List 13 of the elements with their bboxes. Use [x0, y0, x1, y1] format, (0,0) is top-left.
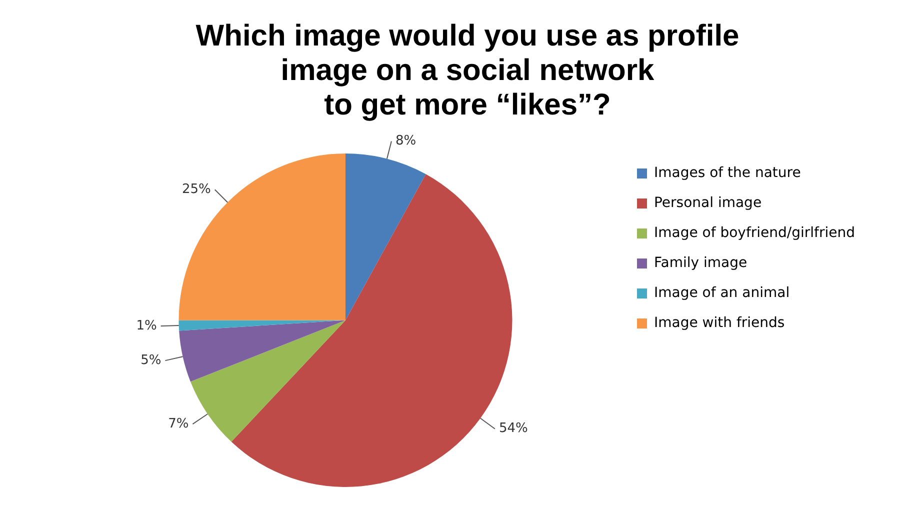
legend-label: Images of the nature [654, 165, 801, 182]
legend-label: Family image [654, 255, 748, 272]
chart-title: Which image would you use as profile image on a social network to get more “likes”? [196, 20, 740, 122]
legend-label: Image of an animal [654, 285, 790, 302]
data-label: 25% [182, 182, 211, 197]
data-label: 7% [168, 416, 189, 432]
legend-label: Image with friends [654, 315, 785, 332]
data-label: 8% [395, 134, 416, 149]
data-label: 1% [136, 318, 157, 334]
data-label: 5% [140, 352, 162, 368]
legend-label: Image of boyfriend/girlfriend [654, 225, 856, 242]
legend-label: Personal image [654, 195, 762, 212]
data-label: 54% [498, 421, 528, 436]
